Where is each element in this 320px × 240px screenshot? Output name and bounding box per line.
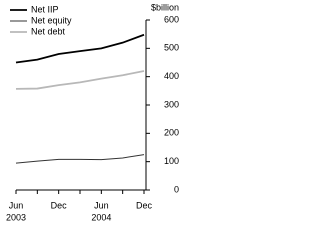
series-line <box>15 70 145 90</box>
series-line <box>15 33 145 64</box>
x-tick-label: Dec <box>51 200 68 210</box>
legend-label: Net equity <box>31 15 72 25</box>
x-year-label: 2003 <box>6 212 26 222</box>
series-line <box>15 154 145 164</box>
y-axis-label: $billion <box>151 2 179 12</box>
y-tick-label: 500 <box>164 43 179 53</box>
y-tick-label: 0 <box>174 184 179 194</box>
y-tick-label: 600 <box>164 14 179 24</box>
x-year-label: 2004 <box>91 212 111 222</box>
legend-label: Net IIP <box>31 4 59 14</box>
page: $billion 0 100 200 300 400 500 600 Jun 2003 Dec Ju… <box>5 2 179 223</box>
x-tick-label: Dec <box>136 200 153 210</box>
x-tick-label: Jun <box>9 200 24 210</box>
legend-label: Net debt <box>31 26 66 36</box>
x-tick-label: Jun <box>94 200 109 210</box>
y-tick-label: 200 <box>164 128 179 138</box>
y-tick-label: 100 <box>164 156 179 166</box>
y-tick-label: 300 <box>164 99 179 109</box>
y-tick-label: 400 <box>164 71 179 81</box>
chart: $billion 0 100 200 300 400 500 600 Jun 2003 Dec Ju… <box>6 2 179 222</box>
